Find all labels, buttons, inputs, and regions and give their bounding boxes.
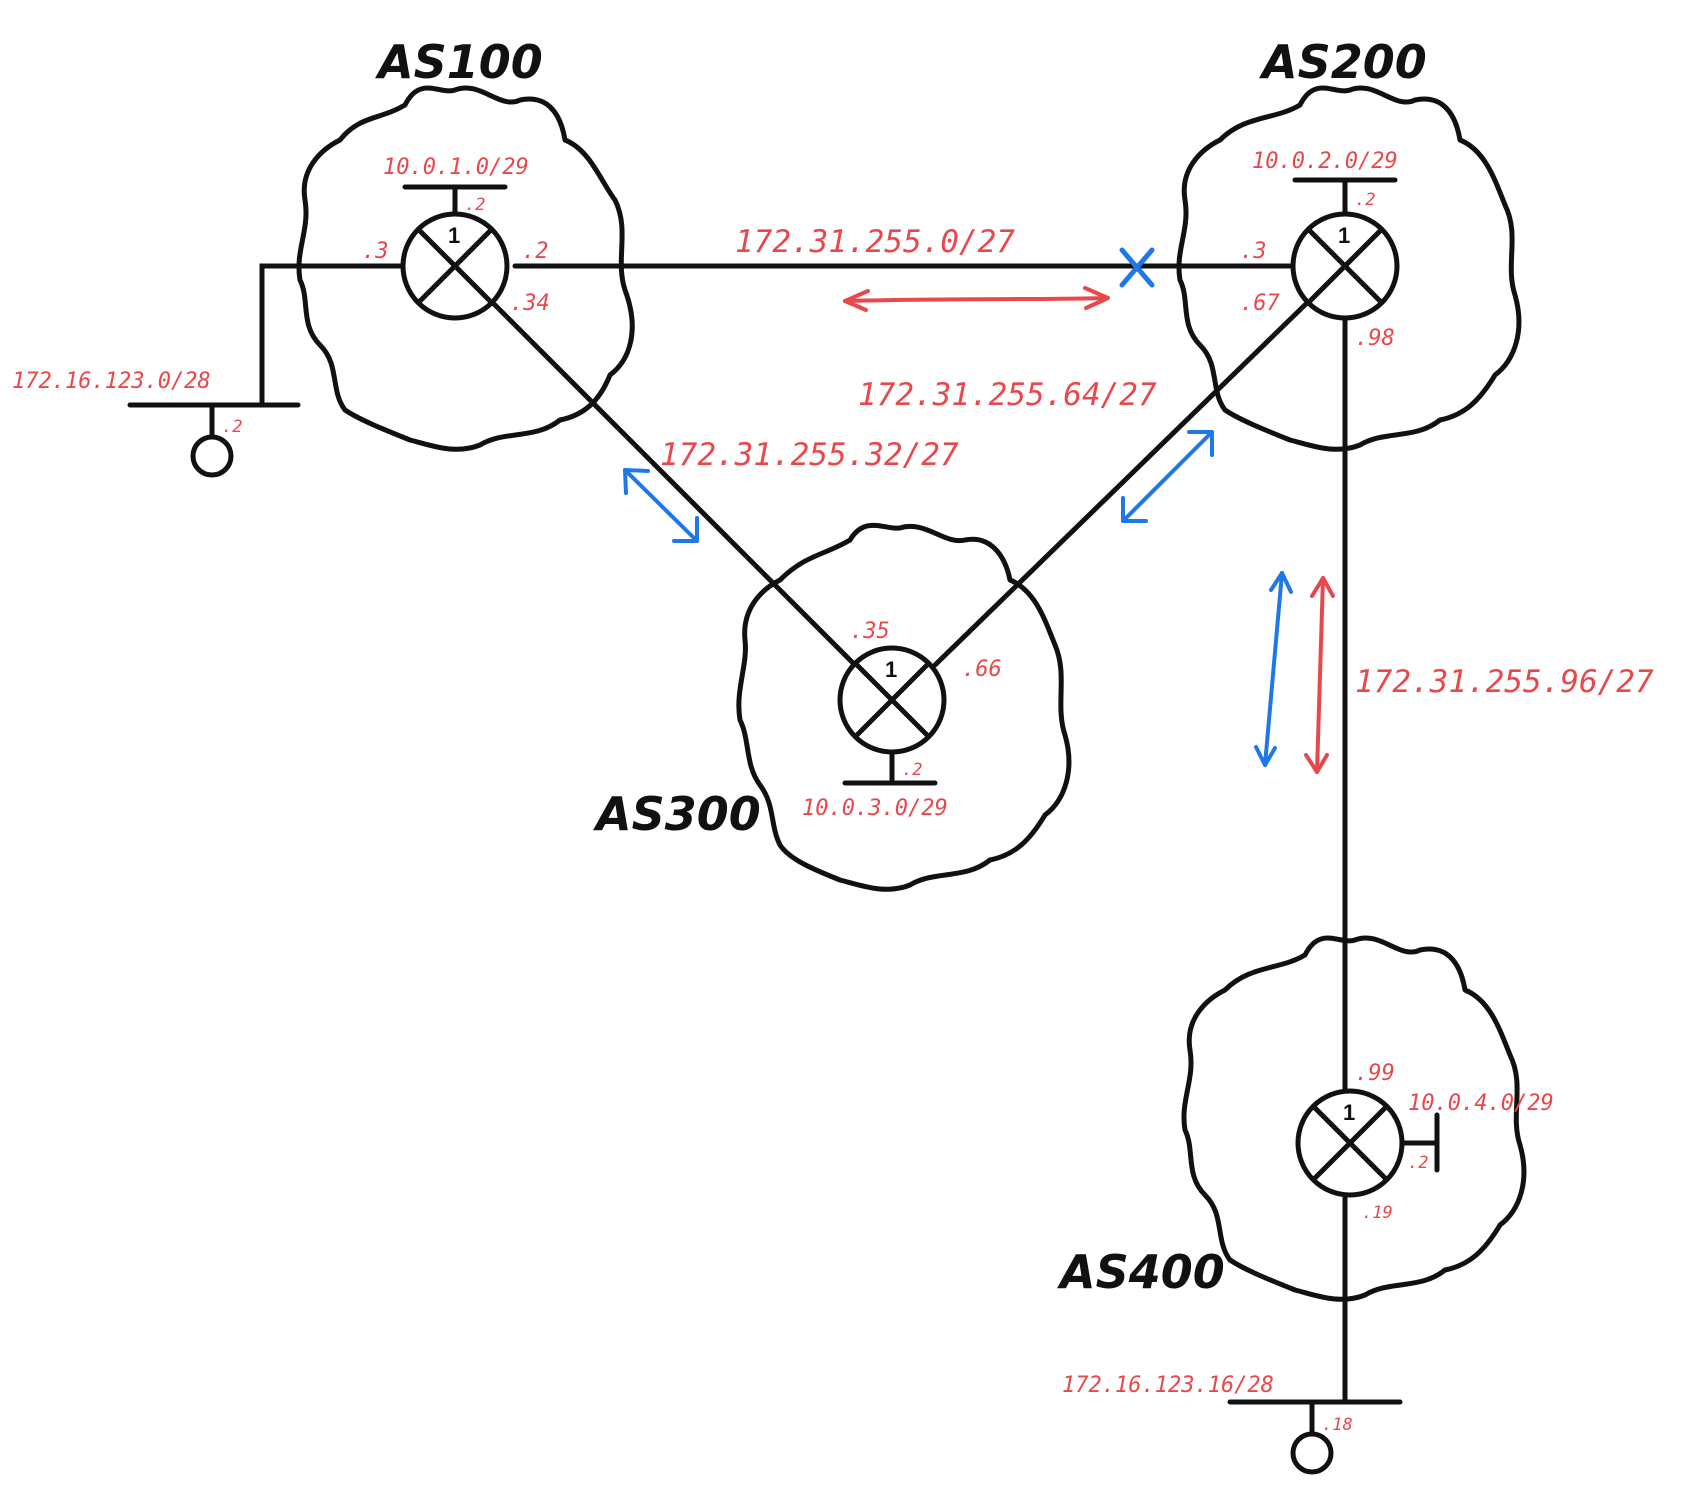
link-as100-stub-left [259, 263, 408, 408]
blue-double-arrow-as100-as300 [623, 468, 699, 543]
ip-host-left: .2 [222, 417, 242, 437]
net-link-as100-as200: 172.31.255.0/27 [735, 224, 1015, 260]
ip-r1-to-r2: .2 [522, 239, 549, 264]
link-as100-as300 [487, 297, 858, 668]
blue-double-arrow-as200-as400 [1254, 571, 1293, 767]
router-as300: 1 [837, 645, 947, 755]
ip-r2-to-r4: .98 [1355, 326, 1395, 351]
as100-cloud [296, 85, 635, 452]
red-double-arrow-as200-as400 [1304, 576, 1335, 774]
red-double-arrow-as100-as200 [843, 286, 1110, 312]
as400-label: AS400 [1057, 1245, 1225, 1299]
blue-double-arrow-as200-as300 [1121, 430, 1214, 523]
net-link-as200-as300: 172.31.255.64/27 [858, 377, 1157, 413]
ip-r4-bottom: .19 [1362, 1203, 1393, 1223]
link-as200-as300 [932, 297, 1313, 668]
as300-cloud [736, 522, 1072, 892]
net-stub-bottom: 172.16.123.16/28 [1062, 1373, 1274, 1398]
router-as100: 1 [400, 211, 510, 321]
ip-r1-lan: .2 [465, 195, 485, 215]
ip-r4-to-r2: .99 [1355, 1061, 1395, 1086]
ip-r4-lan: .2 [1408, 1153, 1428, 1173]
ip-r3-lan: .2 [902, 760, 922, 780]
net-lan-as400: 10.0.4.0/29 [1408, 1091, 1554, 1116]
ip-r1-to-r3: .34 [510, 291, 550, 316]
router-as400-id: 1 [1343, 1100, 1355, 1125]
router-as200: 1 [1290, 211, 1400, 321]
as300-label: AS300 [593, 787, 761, 841]
router-as200-id: 1 [1338, 223, 1350, 248]
router-as400: 1 [1295, 1088, 1405, 1198]
as400-cloud [1181, 935, 1527, 1302]
net-stub-left: 172.16.123.0/28 [12, 369, 211, 394]
as100-label: AS100 [375, 35, 543, 89]
net-link-as100-as300: 172.31.255.32/27 [660, 437, 959, 473]
net-lan-as100: 10.0.1.0/29 [383, 155, 529, 180]
ip-host-bottom: .18 [1322, 1415, 1353, 1435]
host-bottom [1290, 1431, 1334, 1475]
as200-cloud [1176, 85, 1522, 452]
net-lan-as200: 10.0.2.0/29 [1252, 149, 1398, 174]
ip-r2-to-r3: .67 [1240, 291, 1280, 316]
ip-r2-to-r1: .3 [1240, 239, 1267, 264]
router-as100-id: 1 [448, 223, 460, 248]
net-link-as200-as400: 172.31.255.96/27 [1355, 664, 1654, 700]
ip-r3-to-r2: .66 [962, 657, 1002, 682]
ip-r2-lan: .2 [1355, 190, 1375, 210]
as200-label: AS200 [1259, 35, 1427, 89]
ip-r1-left: .3 [362, 239, 389, 264]
ip-r3-to-r1: .35 [850, 619, 890, 644]
net-lan-as300: 10.0.3.0/29 [802, 796, 948, 821]
router-as300-id: 1 [885, 657, 897, 682]
host-left [190, 434, 234, 478]
link-failure-x-icon [1119, 247, 1155, 288]
